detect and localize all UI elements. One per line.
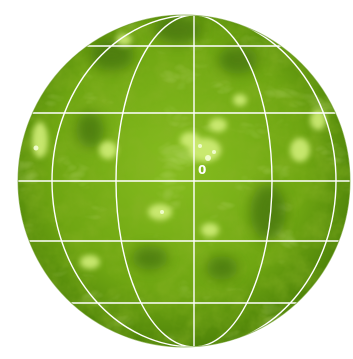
hotspots [33, 144, 216, 214]
disk-limb [17, 14, 351, 348]
bright-regions [32, 34, 326, 269]
center-marker-label: 0 [198, 163, 207, 177]
dark-regions [76, 16, 286, 280]
